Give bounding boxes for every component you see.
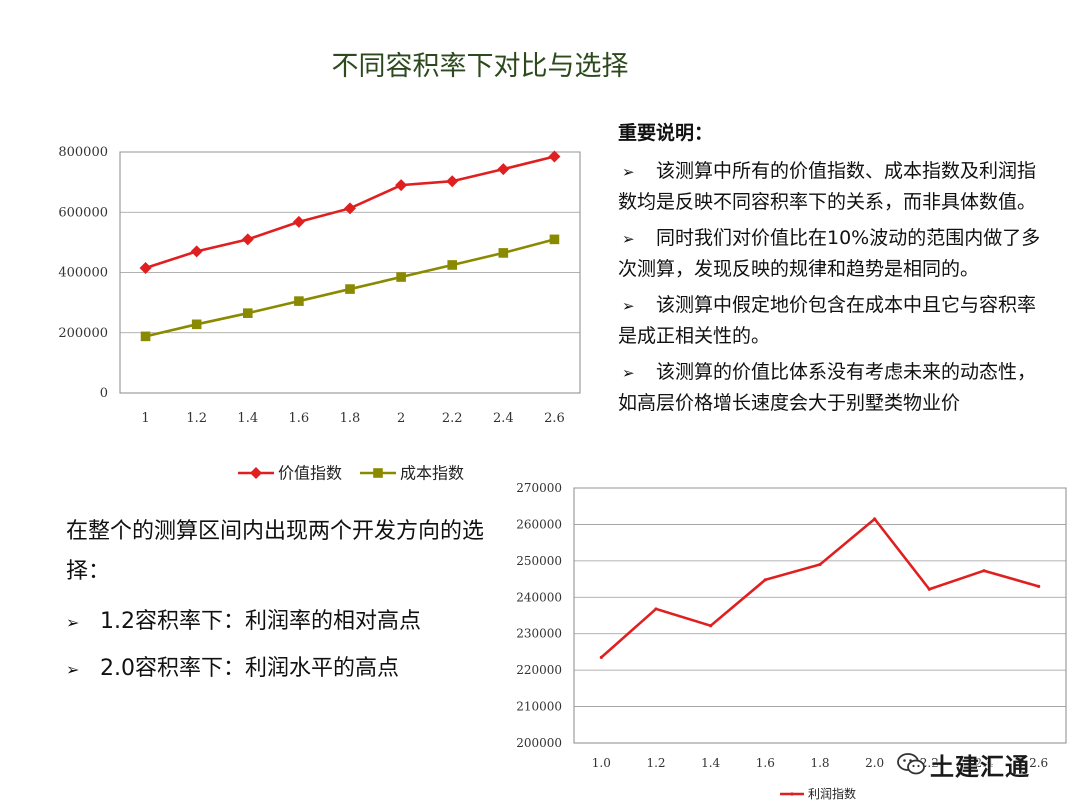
data-point <box>140 331 151 342</box>
x-tick-label: 1.0 <box>592 756 611 770</box>
profit-chart: 200000 210000 220000 230000 240000 250000 2600… <box>498 476 1078 808</box>
x-tick-label: 2.2 <box>442 411 463 426</box>
wechat-icon <box>897 753 925 775</box>
data-point <box>241 233 254 246</box>
data-point <box>548 150 561 163</box>
legend-label: 利润指数 <box>808 786 856 801</box>
x-tick-label: 1.8 <box>340 411 361 426</box>
data-point <box>549 234 560 245</box>
x-tick-label: 2 <box>397 411 405 426</box>
note-item: ➢ 同时我们对价值比在10%波动的范围内做了多次测算，发现反映的规律和趋势是相同的… <box>618 223 1048 284</box>
y-tick-label: 200000 <box>58 326 108 341</box>
legend-label: 成本指数 <box>400 464 464 483</box>
watermark-text: 土建汇通 <box>930 752 1030 781</box>
x-tick-label: 1.6 <box>756 756 775 770</box>
summary-text: 1.2容积率下：利润率的相对高点 <box>100 609 421 634</box>
y-tick-label: 260000 <box>516 517 562 531</box>
data-point <box>446 175 459 188</box>
arrow-bullet-icon: ➢ <box>622 230 635 248</box>
arrow-bullet-icon: ➢ <box>622 364 635 382</box>
y-tick-label: 400000 <box>58 266 108 281</box>
y-tick-label: 240000 <box>516 590 562 604</box>
note-item: ➢ 该测算的价值比体系没有考虑未来的动态性，如高层价格增长速度会大于别墅类物业价 <box>618 357 1048 418</box>
summary-panel: 在整个的测算区间内出现两个开发方向的选择： ➢ 1.2容积率下：利润率的相对高点 … <box>66 512 486 686</box>
legend-marker <box>790 792 794 796</box>
y-tick-label: 220000 <box>516 663 562 677</box>
data-point <box>191 319 202 330</box>
x-tick-label: 1.4 <box>701 756 720 770</box>
data-point <box>497 163 510 176</box>
y-tick-label: 200000 <box>516 736 562 750</box>
data-point <box>1037 584 1041 588</box>
data-point <box>294 296 304 306</box>
x-tick-label: 1.6 <box>289 411 310 426</box>
x-tick-label: 1.2 <box>186 411 207 426</box>
value-cost-chart: 0 200000 400000 600000 800000 1 1.2 1.4 1.6 1.8 2 2… <box>58 145 581 483</box>
watermark: 土建汇通 <box>896 744 1030 784</box>
x-tick-label: 1 <box>141 411 149 426</box>
data-point <box>344 202 356 215</box>
data-point <box>873 517 877 521</box>
legend-marker <box>250 467 262 479</box>
y-tick-label: 270000 <box>516 481 562 495</box>
x-tick-label: 1.4 <box>237 411 258 426</box>
data-point <box>345 284 355 294</box>
data-point <box>818 562 822 567</box>
summary-item: ➢ 1.2容积率下：利润率的相对高点 <box>66 606 486 639</box>
note-item: ➢ 该测算中所有的价值指数、成本指数及利润指数均是反映不同容积率下的关系，而非具体… <box>618 156 1048 217</box>
data-point <box>498 248 509 258</box>
y-tick-label: 230000 <box>516 627 562 641</box>
data-point <box>190 245 203 258</box>
data-point <box>599 655 603 659</box>
x-tick-label: 2.6 <box>544 411 565 426</box>
summary-text: 2.0容积率下：利润水平的高点 <box>100 656 399 681</box>
note-text: 该测算中所有的价值指数、成本指数及利润指数均是反映不同容积率下的关系，而非具体数… <box>618 160 1037 213</box>
data-point <box>982 569 986 573</box>
y-tick-label: 800000 <box>58 145 108 160</box>
data-point <box>139 261 152 274</box>
data-point <box>447 260 458 270</box>
note-text: 该测算的价值比体系没有考虑未来的动态性，如高层价格增长速度会大于别墅类物业价 <box>618 361 1037 414</box>
data-point <box>927 587 931 591</box>
x-tick-label: 2.4 <box>974 756 993 770</box>
legend-marker <box>373 468 383 478</box>
data-point <box>654 607 658 611</box>
data-point <box>396 272 406 282</box>
y-tick-label: 210000 <box>516 700 562 714</box>
notes-heading: 重要说明： <box>618 122 714 144</box>
note-text: 该测算中假定地价包含在成本中且它与容积率是成正相关性的。 <box>618 294 1037 347</box>
arrow-bullet-icon: ➢ <box>622 297 635 315</box>
page-title: 不同容积率下对比与选择 <box>331 51 629 82</box>
y-tick-label: 0 <box>100 386 108 401</box>
y-tick-label: 600000 <box>58 205 108 220</box>
note-item: ➢ 该测算中假定地价包含在成本中且它与容积率是成正相关性的。 <box>618 290 1048 351</box>
x-tick-label: 1.2 <box>646 756 665 770</box>
x-tick-label: 2.6 <box>1029 756 1048 770</box>
arrow-bullet-icon: ➢ <box>622 163 635 181</box>
arrow-bullet-icon: ➢ <box>66 660 80 679</box>
arrow-bullet-icon: ➢ <box>66 613 80 632</box>
data-point <box>395 179 408 192</box>
summary-item: ➢ 2.0容积率下：利润水平的高点 <box>66 653 486 686</box>
data-point <box>242 308 253 318</box>
data-point <box>709 624 713 628</box>
note-text: 同时我们对价值比在10%波动的范围内做了多次测算，发现反映的规律和趋势是相同的。 <box>618 227 1041 280</box>
notes-panel: 重要说明： ➢ 该测算中所有的价值指数、成本指数及利润指数均是反映不同容积率下的关… <box>618 118 1048 470</box>
y-tick-label: 250000 <box>516 554 562 568</box>
data-point <box>292 215 305 228</box>
plot-area <box>573 487 1067 744</box>
x-tick-label: 1.8 <box>810 756 829 770</box>
x-tick-label: 2.4 <box>493 411 514 426</box>
x-tick-label: 2.0 <box>865 756 884 770</box>
summary-intro: 在整个的测算区间内出现两个开发方向的选择： <box>66 519 485 584</box>
legend-label: 价值指数 <box>278 464 342 483</box>
data-point <box>763 578 767 582</box>
